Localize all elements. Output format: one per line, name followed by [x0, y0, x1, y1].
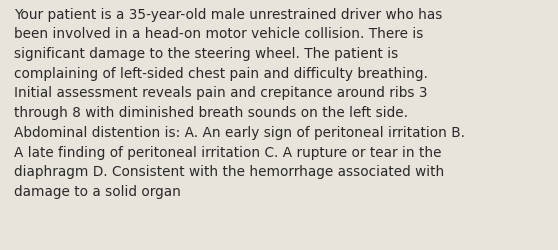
Text: Your patient is a 35-year-old male unrestrained driver who has
been involved in : Your patient is a 35-year-old male unres… — [14, 8, 465, 198]
